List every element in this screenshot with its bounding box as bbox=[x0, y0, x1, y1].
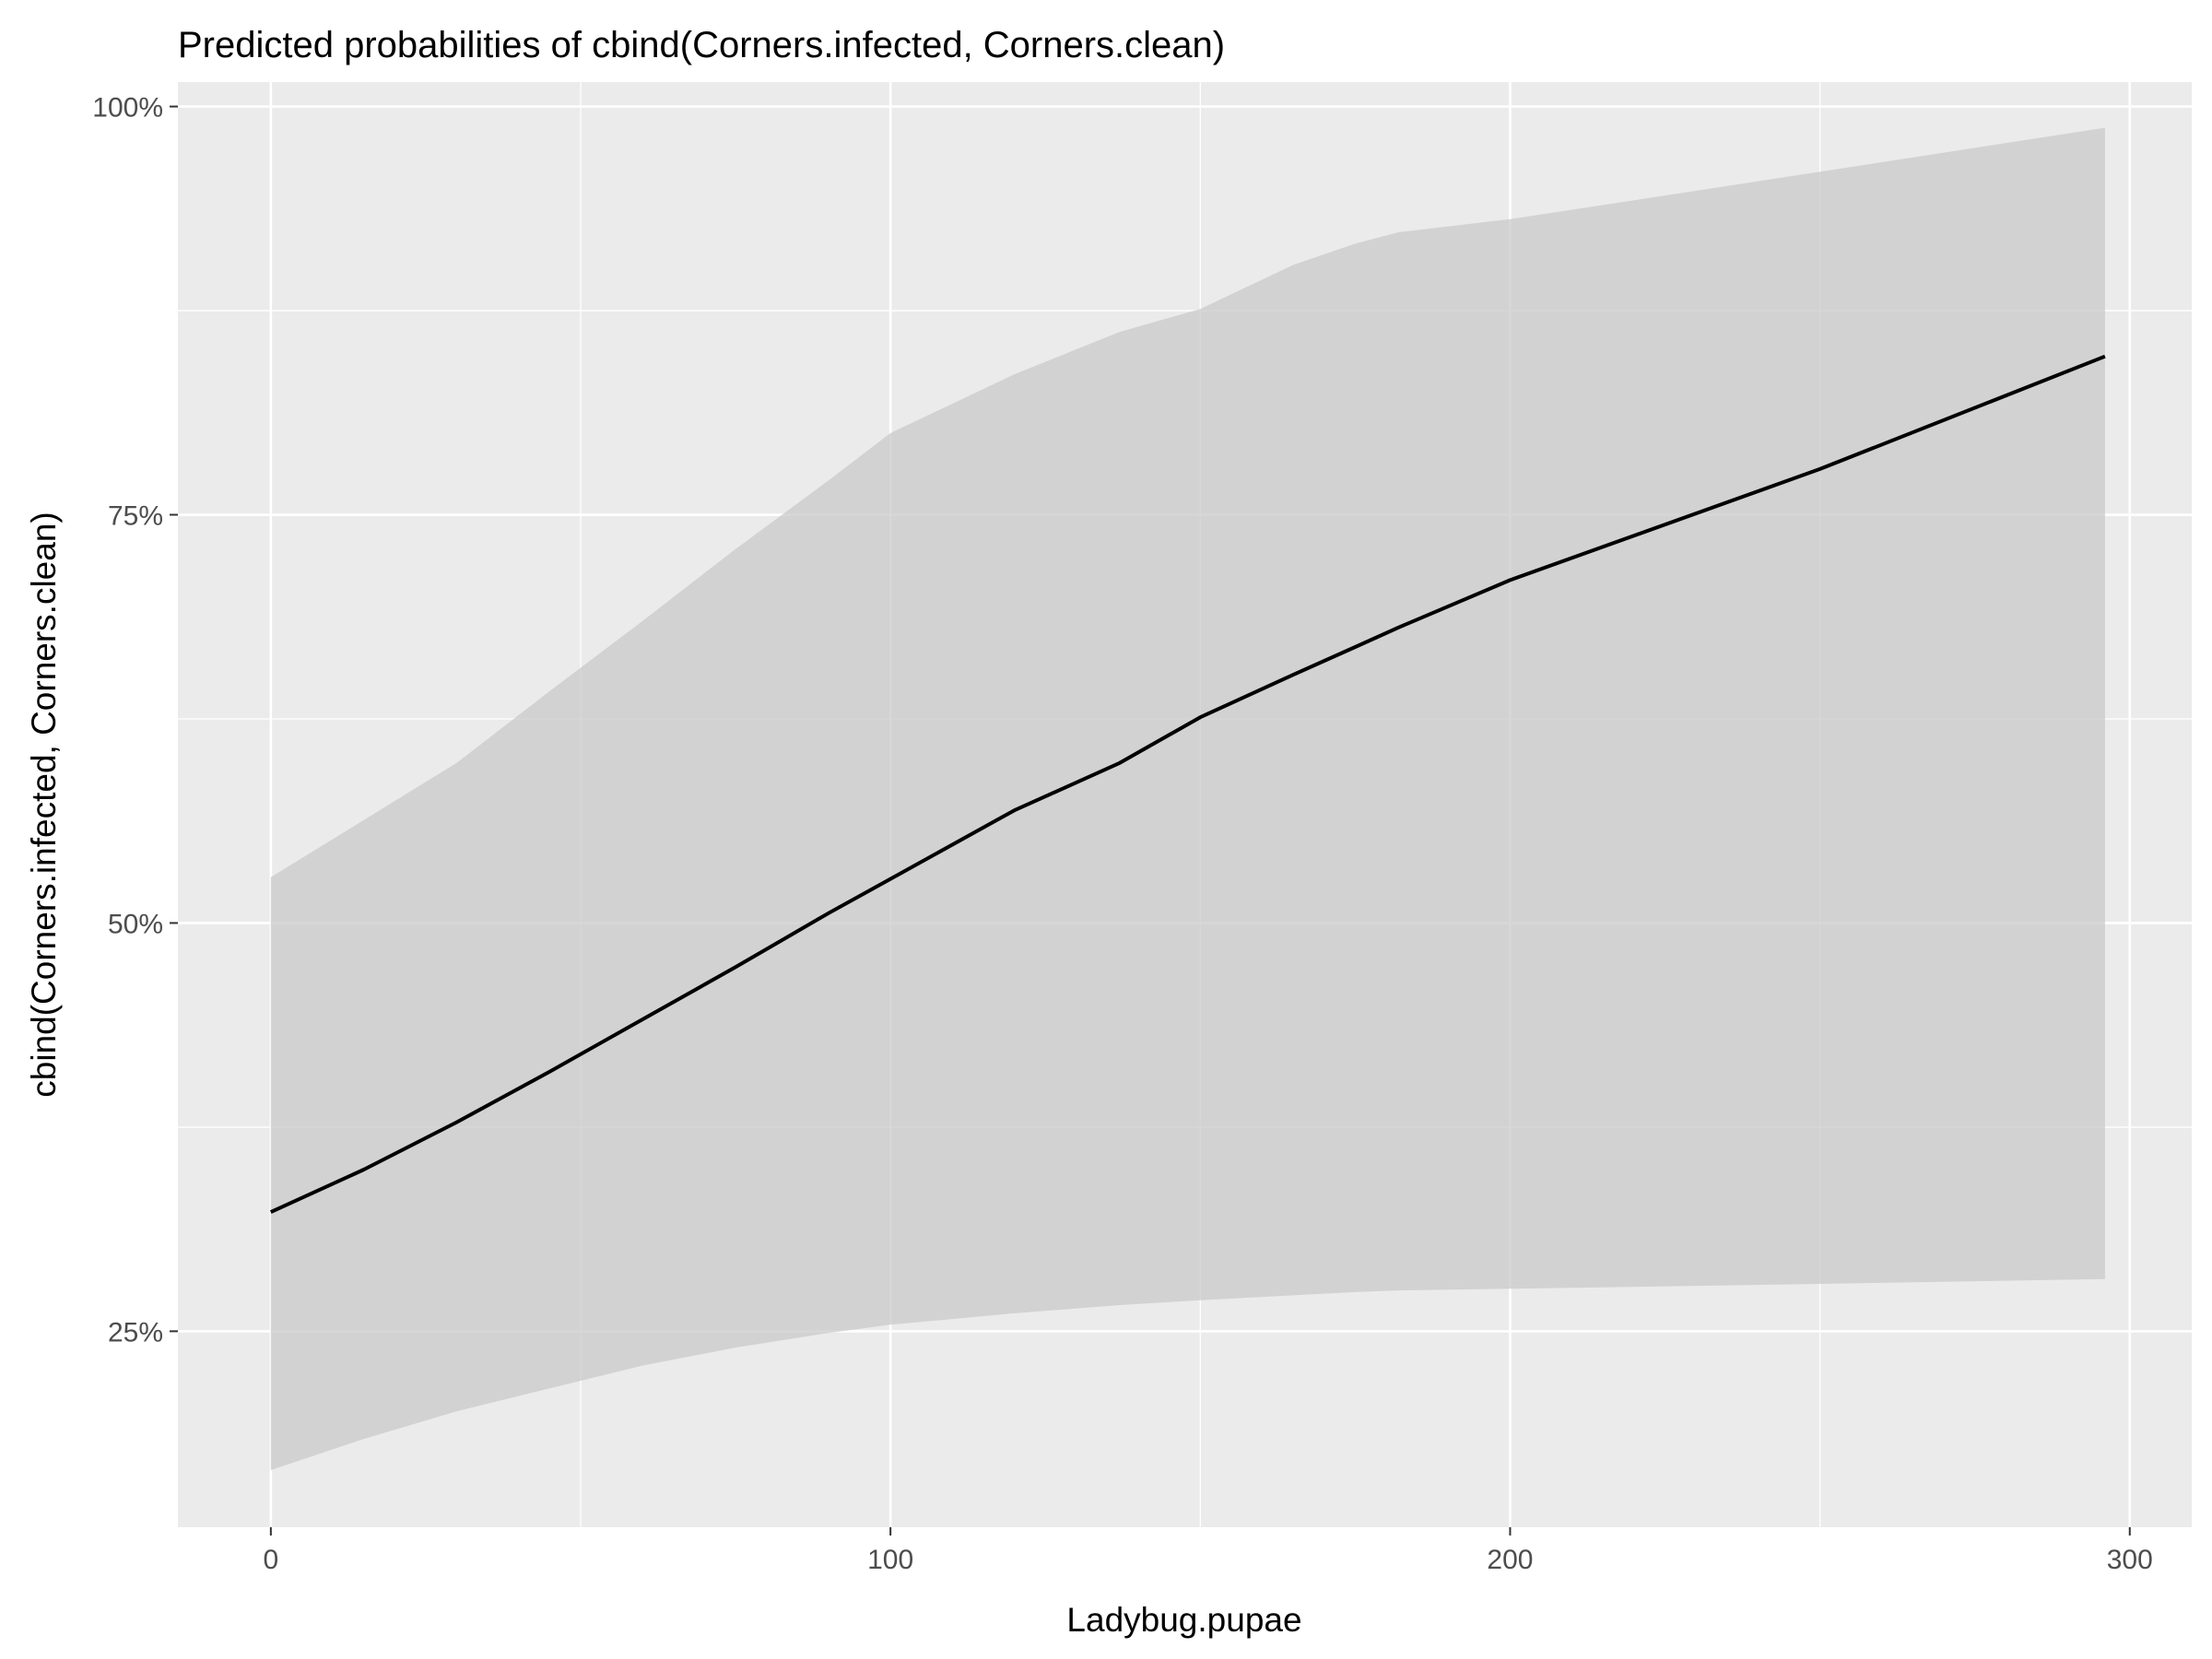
ribbon-layer bbox=[270, 127, 2105, 1471]
x-tick-labels: 0 100 200 300 bbox=[264, 1545, 2153, 1575]
y-tick-label-0: 25% bbox=[108, 1317, 163, 1347]
y-axis-title: cbind(Corners.infected, Corners.clean) bbox=[25, 512, 63, 1097]
x-tick-label-3: 300 bbox=[2107, 1545, 2153, 1575]
x-tick-label-2: 200 bbox=[1487, 1545, 1533, 1575]
y-tick-label-2: 75% bbox=[108, 501, 163, 532]
y-tick-labels: 25% 50% 75% 100% bbox=[92, 93, 163, 1348]
axis-ticks bbox=[170, 105, 2131, 1535]
x-tick-label-1: 100 bbox=[867, 1545, 913, 1575]
x-tick-label-0: 0 bbox=[264, 1545, 279, 1575]
x-axis-title: Ladybug.pupae bbox=[1066, 1601, 1301, 1639]
y-tick-label-3: 100% bbox=[92, 93, 163, 124]
chart-title: Predicted probabilities of cbind(Corners… bbox=[178, 25, 1225, 65]
y-tick-label-1: 50% bbox=[108, 909, 163, 939]
line-layer bbox=[269, 354, 2106, 1214]
predicted-line-0 bbox=[269, 354, 2106, 1214]
confidence-ribbon-0 bbox=[270, 127, 2105, 1471]
